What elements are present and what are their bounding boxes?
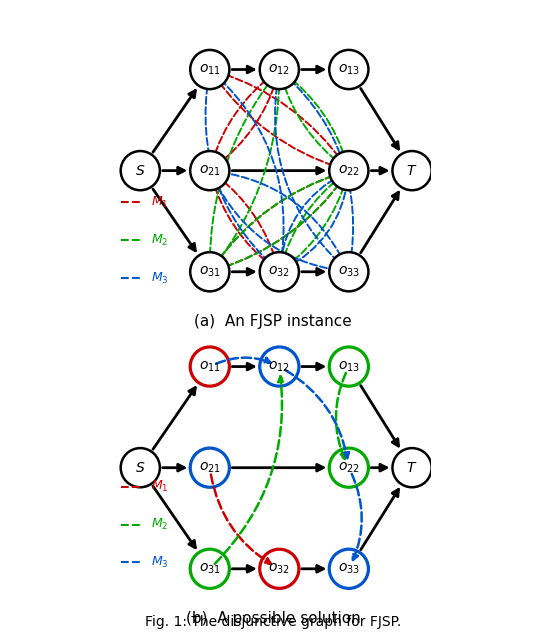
Text: $\mathit{o}_{21}$: $\mathit{o}_{21}$ xyxy=(199,461,221,475)
Circle shape xyxy=(190,549,229,588)
Text: $\mathit{T}$: $\mathit{T}$ xyxy=(406,461,418,475)
Text: $\mathit{o}_{32}$: $\mathit{o}_{32}$ xyxy=(269,265,290,279)
Circle shape xyxy=(190,448,229,487)
FancyArrowPatch shape xyxy=(214,173,340,266)
Text: $M_2$: $M_2$ xyxy=(151,517,169,532)
FancyArrowPatch shape xyxy=(286,370,349,458)
FancyArrowPatch shape xyxy=(212,178,272,266)
Text: $M_3$: $M_3$ xyxy=(151,555,169,570)
Text: Fig. 1: The disjunctive graph for FJSP.: Fig. 1: The disjunctive graph for FJSP. xyxy=(145,615,401,629)
Text: $\mathit{o}_{13}$: $\mathit{o}_{13}$ xyxy=(338,63,360,76)
FancyArrowPatch shape xyxy=(211,475,271,564)
Circle shape xyxy=(329,252,369,291)
Circle shape xyxy=(260,549,299,588)
Circle shape xyxy=(190,151,229,190)
FancyArrowPatch shape xyxy=(216,358,270,363)
Text: $\mathit{o}_{13}$: $\mathit{o}_{13}$ xyxy=(338,360,360,374)
FancyArrowPatch shape xyxy=(218,71,345,165)
FancyArrowPatch shape xyxy=(278,174,343,263)
Text: $\mathit{o}_{12}$: $\mathit{o}_{12}$ xyxy=(269,63,290,76)
Circle shape xyxy=(393,151,432,190)
Text: (b)  A possible solution: (b) A possible solution xyxy=(186,611,360,626)
FancyArrowPatch shape xyxy=(285,74,347,162)
Text: $M_2$: $M_2$ xyxy=(151,233,169,248)
FancyArrowPatch shape xyxy=(281,78,343,166)
Text: $\mathit{o}_{11}$: $\mathit{o}_{11}$ xyxy=(199,360,221,374)
Circle shape xyxy=(190,252,229,291)
Circle shape xyxy=(190,347,229,386)
Text: (a)  An FJSP instance: (a) An FJSP instance xyxy=(194,313,352,329)
FancyArrowPatch shape xyxy=(211,74,274,162)
Text: $\mathit{o}_{11}$: $\mathit{o}_{11}$ xyxy=(199,63,221,76)
Circle shape xyxy=(329,50,369,89)
FancyArrowPatch shape xyxy=(214,75,340,169)
FancyArrowPatch shape xyxy=(217,176,277,265)
Text: $\mathit{o}_{31}$: $\mathit{o}_{31}$ xyxy=(199,265,221,279)
FancyArrowPatch shape xyxy=(275,76,342,265)
FancyArrowPatch shape xyxy=(205,76,272,265)
Text: $\mathit{o}_{12}$: $\mathit{o}_{12}$ xyxy=(269,360,290,374)
FancyArrowPatch shape xyxy=(213,177,340,272)
Circle shape xyxy=(393,448,432,487)
FancyArrowPatch shape xyxy=(336,373,346,459)
Text: $\mathit{o}_{21}$: $\mathit{o}_{21}$ xyxy=(199,164,221,178)
Text: $\mathit{o}_{33}$: $\mathit{o}_{33}$ xyxy=(338,562,360,576)
Circle shape xyxy=(329,151,369,190)
Circle shape xyxy=(190,50,229,89)
Circle shape xyxy=(329,347,369,386)
Text: $\mathit{o}_{31}$: $\mathit{o}_{31}$ xyxy=(199,562,221,576)
Circle shape xyxy=(260,50,299,89)
FancyArrowPatch shape xyxy=(286,76,353,265)
FancyArrowPatch shape xyxy=(215,376,284,564)
Text: $\mathit{o}_{32}$: $\mathit{o}_{32}$ xyxy=(269,562,290,576)
FancyArrowPatch shape xyxy=(215,173,342,264)
Circle shape xyxy=(329,549,369,588)
Circle shape xyxy=(121,448,160,487)
Circle shape xyxy=(260,252,299,291)
FancyArrowPatch shape xyxy=(287,178,347,266)
FancyArrowPatch shape xyxy=(219,170,346,265)
Text: $M_3$: $M_3$ xyxy=(151,270,169,286)
Text: $M_1$: $M_1$ xyxy=(151,479,169,494)
FancyArrowPatch shape xyxy=(210,76,274,265)
FancyArrowPatch shape xyxy=(218,176,345,270)
Text: $\mathit{S}$: $\mathit{S}$ xyxy=(135,461,145,475)
FancyArrowPatch shape xyxy=(352,474,362,560)
FancyArrowPatch shape xyxy=(216,178,343,270)
Text: $\mathit{o}_{22}$: $\mathit{o}_{22}$ xyxy=(338,461,360,475)
Text: $\mathit{S}$: $\mathit{S}$ xyxy=(135,164,145,178)
Text: $\mathit{o}_{22}$: $\mathit{o}_{22}$ xyxy=(338,164,360,178)
Circle shape xyxy=(260,347,299,386)
Text: $\mathit{T}$: $\mathit{T}$ xyxy=(406,164,418,178)
Circle shape xyxy=(329,448,369,487)
FancyArrowPatch shape xyxy=(286,179,350,269)
Text: $\mathit{o}_{33}$: $\mathit{o}_{33}$ xyxy=(338,265,360,279)
Text: $M_1$: $M_1$ xyxy=(151,195,169,210)
FancyArrowPatch shape xyxy=(215,78,278,166)
Circle shape xyxy=(121,151,160,190)
FancyArrowPatch shape xyxy=(216,76,280,265)
FancyArrowPatch shape xyxy=(217,76,283,265)
FancyArrowPatch shape xyxy=(281,176,342,265)
